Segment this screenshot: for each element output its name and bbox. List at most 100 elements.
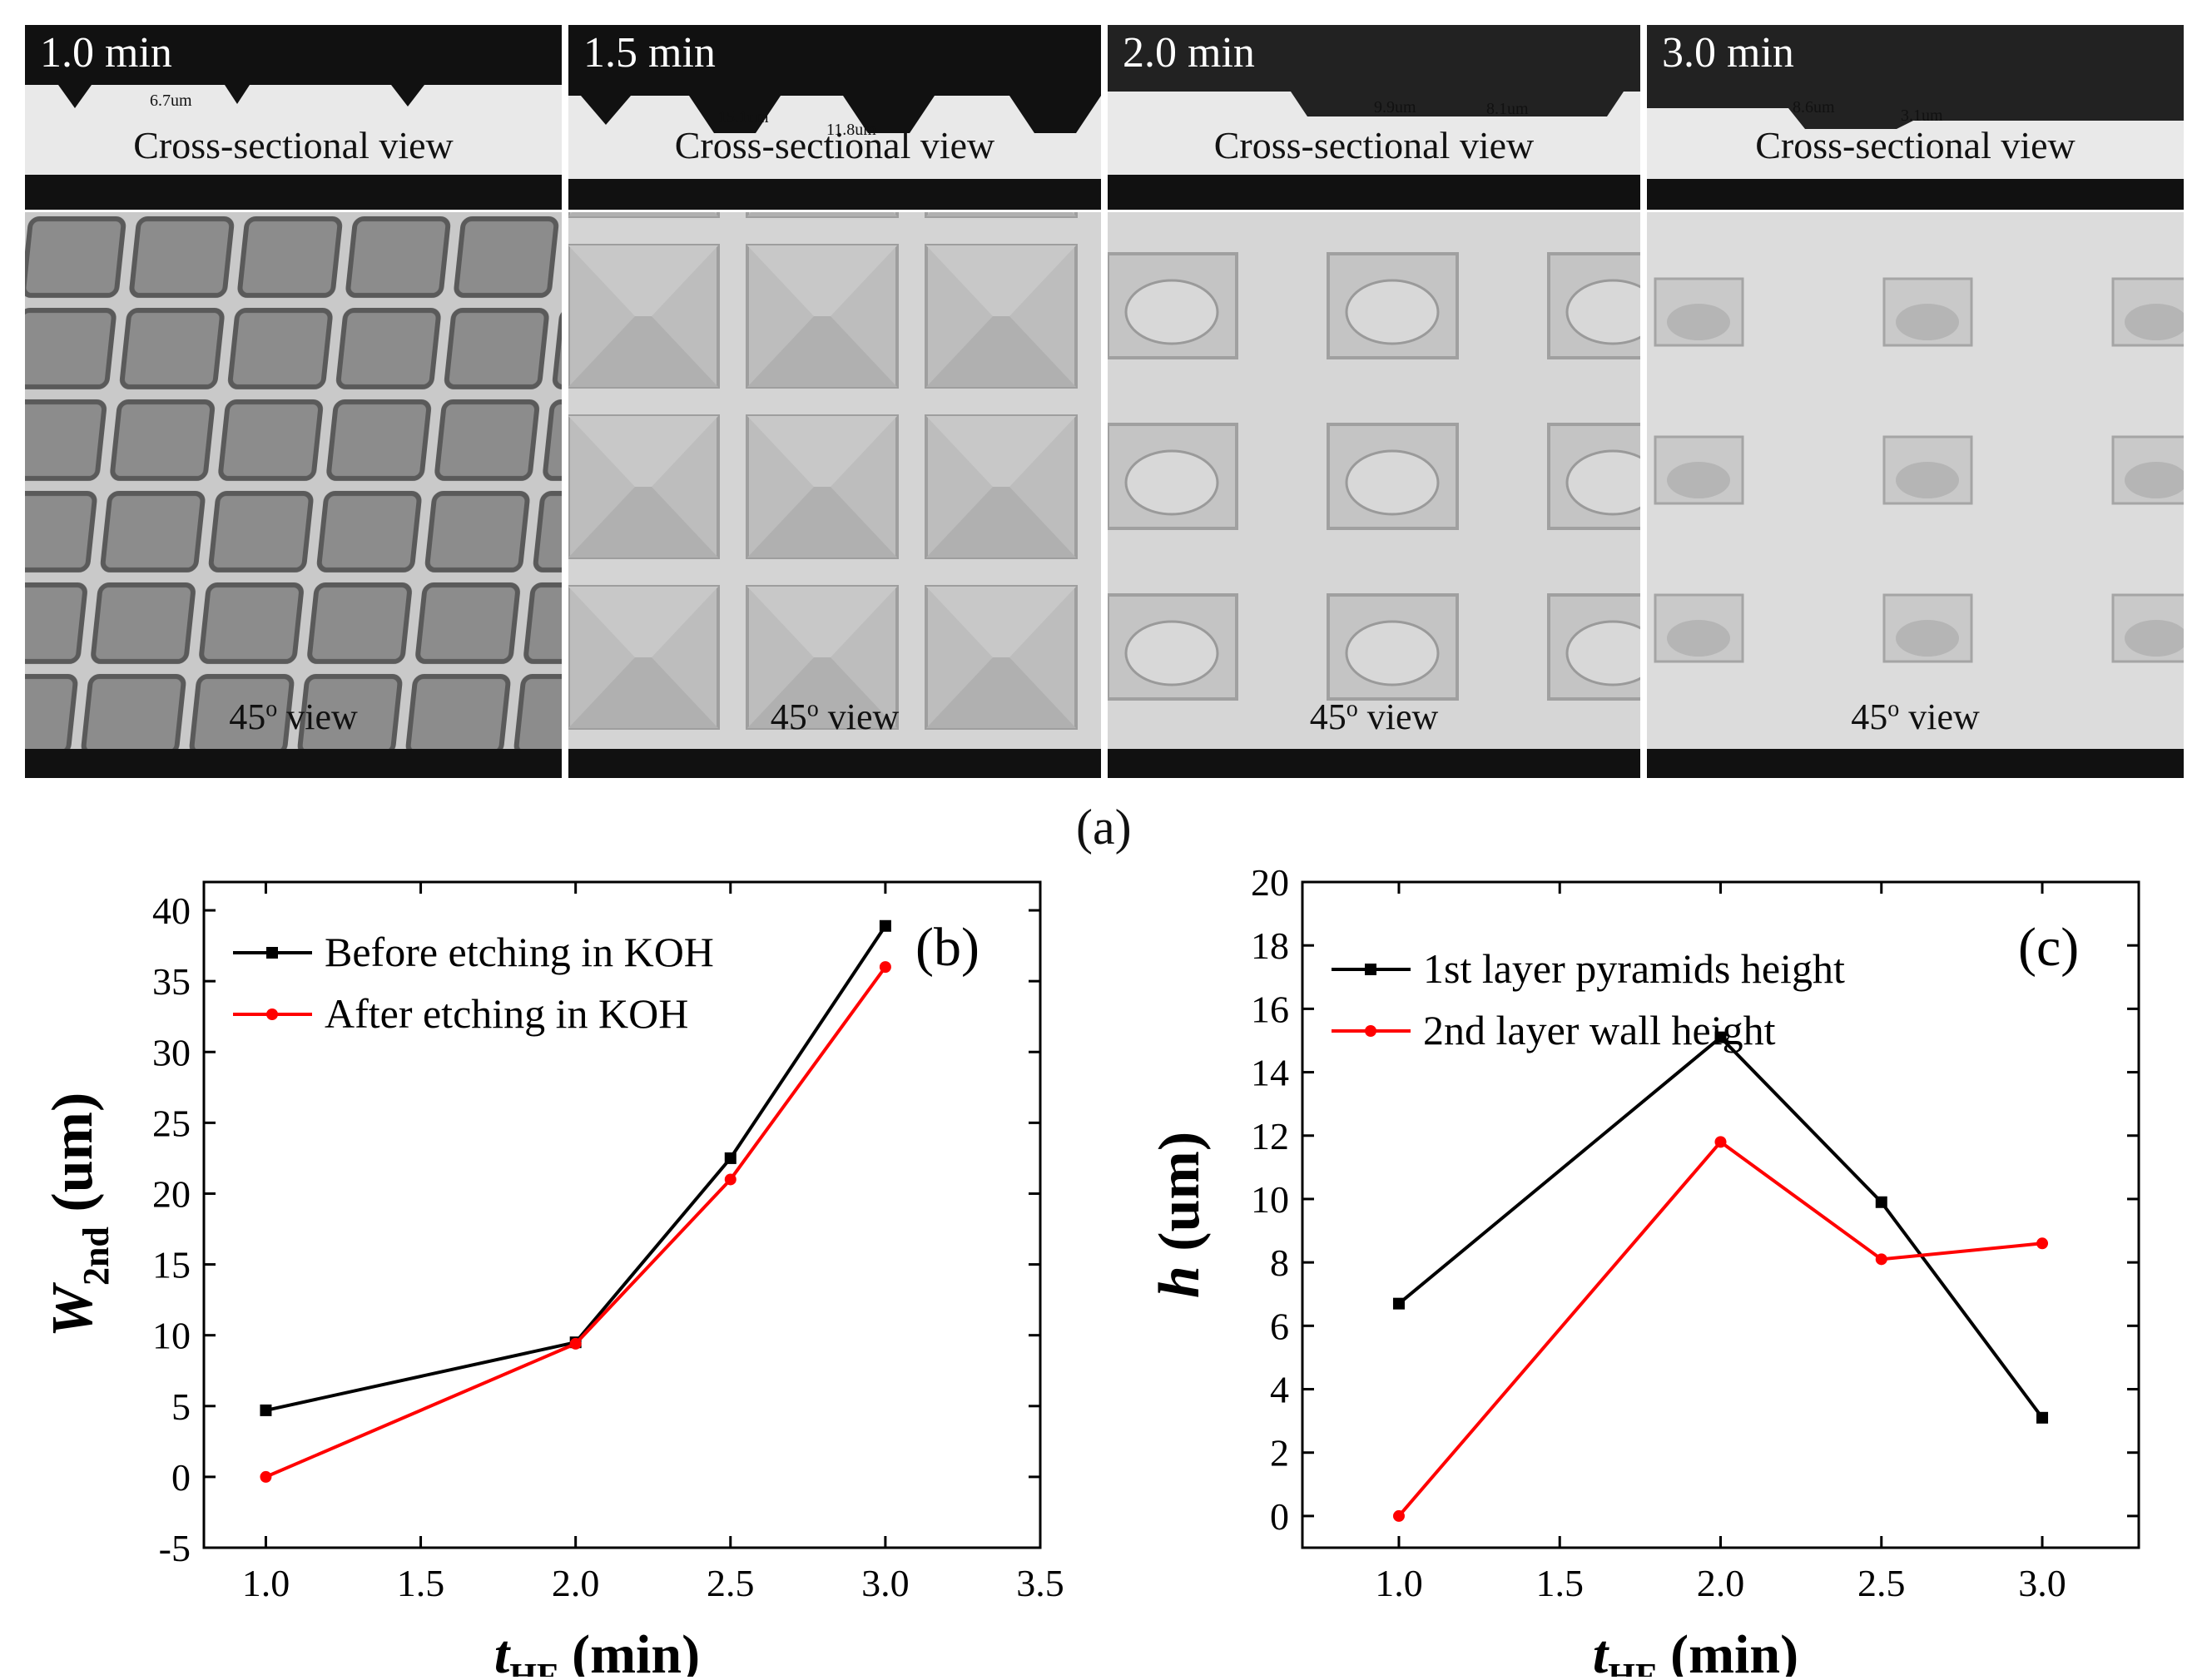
sem-45deg-view-1: 45o view: [25, 212, 562, 778]
measurement-label: 11.8um: [826, 121, 876, 139]
x-tick-label: 3.0: [2018, 1562, 2066, 1604]
y-tick-label: 18: [1251, 924, 1289, 967]
sem-cross-section-2: 1.5 min 15.1um 11.8um Cross-sectional vi…: [568, 25, 1101, 210]
measurement-label: 6.7um: [150, 92, 192, 110]
data-point: [260, 1404, 272, 1416]
sem-cross-section-3: 2.0 min 9.9um 8.1um Cross-sectional view: [1108, 25, 1640, 210]
y-axis-label: W2nd (um): [41, 1093, 117, 1338]
data-point: [2036, 1411, 2049, 1424]
y-tick-label: 15: [152, 1244, 191, 1286]
x-axis-label: tHF (min): [1593, 1624, 1798, 1677]
sem-45deg-view-4: 45o view: [1647, 212, 2184, 778]
legend-marker: [266, 947, 278, 959]
view-label: 45o view: [1309, 696, 1439, 737]
cross-section-label: Cross-sectional view: [1213, 124, 1535, 166]
y-tick-label: 20: [1251, 870, 1289, 904]
view-label: 45o view: [770, 696, 900, 737]
legend-label: 1st layer pyramids height: [1423, 945, 1845, 992]
square-grid-pattern: [25, 212, 562, 778]
cross-section-profile: [1108, 25, 1640, 210]
y-tick-label: 35: [152, 960, 191, 1003]
y-tick-label: 14: [1251, 1052, 1289, 1094]
legend-marker: [266, 1008, 278, 1020]
y-tick-label: 6: [1270, 1305, 1289, 1347]
chart-c: 1.0 1.5 2.0 2.5 3.0 0 2 4 6 8 10 12 14 16 18 20 1st laye…: [1148, 870, 2140, 1677]
x-tick-label: 3.0: [861, 1562, 910, 1604]
y-tick-label: 2: [1270, 1432, 1289, 1474]
data-point: [260, 1470, 272, 1483]
measurement-label: 9.9um: [1374, 98, 1416, 116]
y-axis-label: h (um): [1148, 1132, 1212, 1298]
x-tick-label: 2.0: [552, 1562, 600, 1604]
data-point: [879, 961, 891, 974]
data-point: [1875, 1253, 1887, 1266]
legend-label: 2nd layer wall height: [1423, 1007, 1776, 1053]
cross-section-label: Cross-sectional view: [133, 124, 454, 166]
pillar-grid-pattern: [1647, 212, 2184, 778]
time-label: 1.0 min: [40, 29, 172, 77]
data-point: [1714, 1031, 1727, 1043]
y-tick-label: 16: [1251, 988, 1289, 1030]
data-point: [1714, 1136, 1727, 1148]
data-point: [2036, 1237, 2049, 1250]
panel-label: (b): [915, 917, 979, 978]
cross-section-profile: [568, 25, 1101, 210]
data-point: [569, 1337, 582, 1350]
legend-marker: [1365, 964, 1376, 975]
view-label: 45o view: [1851, 696, 1980, 737]
data-point: [724, 1152, 736, 1164]
data-point: [1392, 1509, 1405, 1522]
sem-45deg-view-3: 45o view: [1108, 212, 1640, 778]
series-line: [1397, 1139, 2043, 1518]
measurement-label: 8.6um: [1793, 98, 1835, 116]
y-tick-label: 30: [152, 1031, 191, 1073]
time-label: 3.0 min: [1662, 29, 1794, 77]
y-tick-label: 25: [152, 1102, 191, 1144]
y-tick-label: -5: [159, 1527, 191, 1569]
panel-label: (c): [2018, 917, 2079, 978]
y-tick-label: 0: [171, 1456, 191, 1499]
chart-b: 1.0 1.5 2.0 2.5 3.0 3.5 -5 0 5 10 15 20 25 30 35 40 Befo…: [41, 880, 1064, 1677]
data-point: [879, 919, 891, 932]
time-label: 1.5 min: [583, 29, 716, 77]
x-tick-label: 3.5: [1016, 1562, 1064, 1604]
sem-45deg-view-2: 45o view: [568, 212, 1101, 778]
x-tick-label: 1.0: [242, 1562, 290, 1604]
y-tick-label: 10: [152, 1315, 191, 1357]
x-tick-label: 1.5: [397, 1562, 445, 1604]
x-tick-label: 2.5: [707, 1562, 755, 1604]
cross-section-profile: [25, 25, 562, 210]
x-axis-label: tHF (min): [494, 1624, 700, 1677]
legend-marker: [1365, 1025, 1376, 1037]
legend-label: Before etching in KOH: [325, 929, 714, 975]
plot-frame: [202, 880, 1042, 1549]
view-label: 45o view: [229, 696, 358, 737]
y-tick-label: 20: [152, 1172, 191, 1215]
series-line: [265, 965, 887, 1479]
figure-label-a: (a): [1076, 800, 1132, 855]
x-tick-label: 2.0: [1697, 1562, 1745, 1604]
measurement-label: 15.1um: [718, 108, 769, 126]
pyramid-grid-pattern: [568, 212, 1101, 778]
data-point: [724, 1173, 736, 1186]
y-tick-label: 40: [152, 890, 191, 932]
x-tick-label: 1.5: [1535, 1562, 1584, 1604]
series-line: [265, 924, 887, 1412]
y-tick-label: 0: [1270, 1495, 1289, 1538]
y-tick-label: 10: [1251, 1178, 1289, 1221]
y-tick-label: 8: [1270, 1241, 1289, 1284]
data-point: [1392, 1297, 1405, 1310]
legend-label: After etching in KOH: [325, 990, 688, 1037]
measurement-label: 8.1um: [1486, 100, 1529, 118]
y-tick-label: 4: [1270, 1369, 1289, 1411]
cross-section-label: Cross-sectional view: [674, 124, 995, 166]
cavity-grid-pattern: [1108, 212, 1640, 778]
cross-section-profile: [1647, 25, 2184, 210]
sem-cross-section-4: 3.0 min 8.6um 3.1um Cross-sectional view: [1647, 25, 2184, 210]
x-tick-label: 1.0: [1375, 1562, 1423, 1604]
y-tick-label: 5: [171, 1385, 191, 1428]
sem-cross-section-1: 1.0 min 6.7um Cross-sectional view: [25, 25, 562, 210]
data-point: [1875, 1196, 1887, 1208]
measurement-label: 3.1um: [1901, 107, 1943, 125]
time-label: 2.0 min: [1123, 29, 1255, 77]
